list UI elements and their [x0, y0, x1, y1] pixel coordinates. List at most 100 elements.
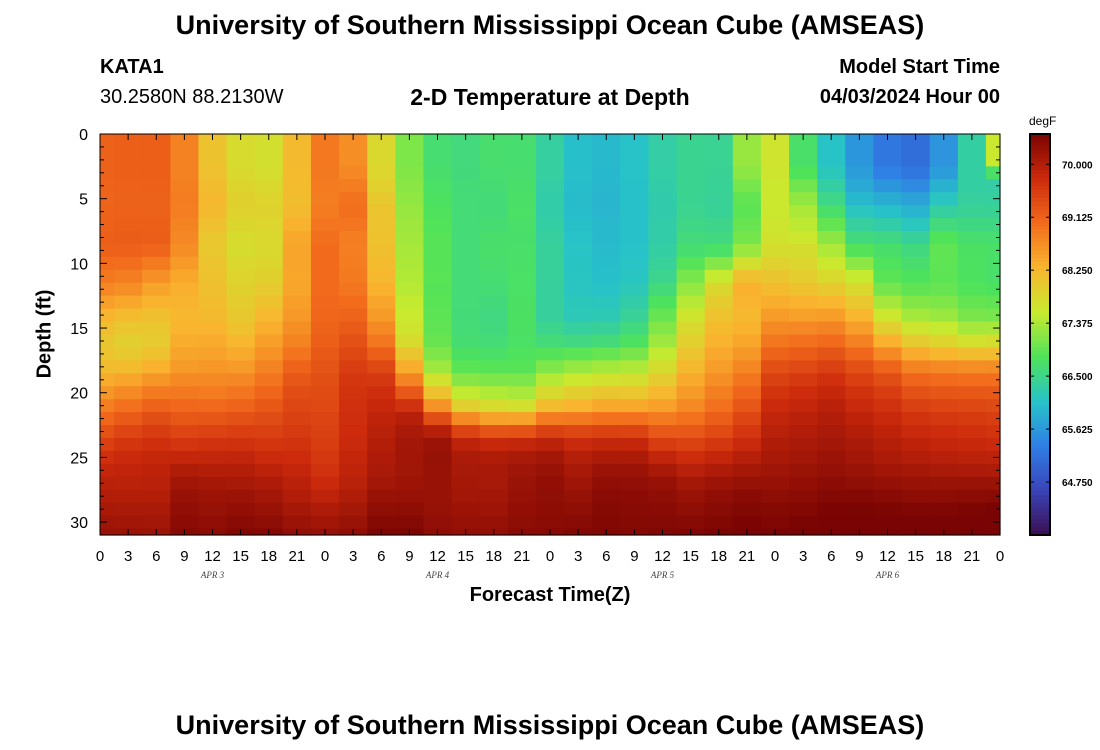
heatmap-cell	[732, 166, 762, 180]
colorbar-segment	[1030, 474, 1050, 480]
heatmap-cell	[423, 282, 453, 297]
heatmap-cell	[620, 399, 650, 413]
x-tick-label: 3	[574, 548, 582, 565]
heatmap-cell	[226, 205, 256, 219]
heatmap-cell	[310, 347, 340, 361]
heatmap-cell	[760, 308, 790, 323]
heatmap-cell	[451, 386, 481, 400]
heatmap-cell	[226, 192, 256, 206]
heatmap-cell	[789, 153, 818, 167]
heatmap-cell	[226, 243, 256, 258]
heatmap-cell	[507, 425, 537, 439]
heatmap-cell	[282, 192, 312, 206]
heatmap-cell	[564, 334, 593, 349]
heatmap-cell	[648, 179, 678, 193]
heatmap-cell	[395, 179, 425, 193]
heatmap-cell	[789, 256, 818, 271]
heatmap-cell	[100, 450, 115, 465]
heatmap-cell	[507, 205, 537, 219]
heatmap-cell	[564, 437, 593, 452]
heatmap-cell	[254, 243, 284, 258]
colorbar-segment	[1030, 498, 1050, 504]
heatmap-cell	[451, 425, 481, 439]
colorbar-segment	[1030, 174, 1050, 179]
heatmap-cell	[310, 425, 340, 439]
heatmap-cell	[535, 450, 565, 465]
heatmap-cell	[451, 450, 481, 465]
heatmap-cell	[451, 347, 481, 361]
heatmap-cell	[957, 360, 987, 374]
heatmap-cell	[142, 476, 171, 491]
heatmap-cell	[367, 218, 396, 232]
y-tick-label: 25	[70, 450, 88, 467]
heatmap-cell	[254, 386, 284, 400]
heatmap-cell	[704, 463, 734, 478]
heatmap-cell	[648, 140, 678, 155]
heatmap-cell	[479, 463, 509, 478]
heatmap-cell	[226, 140, 256, 155]
colorbar-segment	[1030, 518, 1050, 524]
heatmap-cell	[170, 256, 200, 271]
heatmap-cell	[648, 205, 678, 219]
heatmap-cell	[367, 360, 396, 374]
heatmap-cell	[732, 347, 762, 361]
heatmap-cell	[901, 399, 931, 413]
heatmap-cell	[564, 425, 593, 439]
heatmap-cell	[226, 373, 256, 387]
heatmap-cell	[254, 205, 284, 219]
heatmap-cell	[479, 373, 509, 387]
colorbar-segment	[1030, 246, 1050, 251]
heatmap-cell	[310, 399, 340, 413]
heatmap-cell	[339, 373, 368, 387]
heatmap-cell	[760, 140, 790, 155]
heatmap-cell	[100, 425, 115, 439]
heatmap-cell	[592, 205, 621, 219]
heatmap-cell	[479, 334, 509, 349]
heatmap-cell	[282, 437, 312, 452]
heatmap-cell	[817, 243, 846, 258]
heatmap-cell	[592, 489, 621, 504]
heatmap-cell	[901, 192, 931, 206]
heatmap-cell	[901, 295, 931, 310]
colorbar-segment	[1030, 366, 1050, 372]
heatmap-cell	[170, 192, 200, 206]
heatmap-cell	[282, 347, 312, 361]
colorbar-segment	[1030, 522, 1050, 528]
heatmap-cell	[310, 489, 340, 504]
heatmap-cell	[620, 269, 650, 284]
x-tick-label: 12	[879, 548, 896, 565]
heatmap-cell	[929, 515, 959, 530]
heatmap-cell	[845, 192, 875, 206]
heatmap-cell	[929, 205, 959, 219]
heatmap-cell	[395, 218, 425, 232]
colorbar-tick-label: 65.625	[1062, 425, 1093, 436]
heatmap-cell	[620, 140, 650, 155]
heatmap-cell	[310, 450, 340, 465]
heatmap-cell	[339, 489, 368, 504]
x-tick-label: 3	[124, 548, 132, 565]
heatmap-cell	[282, 231, 312, 245]
colorbar-segment	[1030, 490, 1050, 496]
heatmap-cell	[760, 282, 790, 297]
heatmap-cell	[423, 321, 453, 336]
heatmap-cell	[732, 463, 762, 478]
heatmap-cell	[535, 308, 565, 323]
heatmap-cell	[198, 282, 228, 297]
heatmap-cell	[789, 476, 818, 491]
heatmap-cell	[564, 166, 593, 180]
heatmap-cell	[395, 321, 425, 336]
heatmap-cell	[507, 140, 537, 155]
heatmap-cell	[845, 515, 875, 530]
heatmap-cell	[395, 360, 425, 374]
heatmap-cell	[648, 373, 678, 387]
heatmap-cell	[310, 269, 340, 284]
heatmap-cell	[114, 489, 143, 504]
y-tick-label: 20	[70, 386, 88, 403]
heatmap-cell	[845, 412, 875, 426]
colorbar-segment	[1030, 486, 1050, 492]
colorbar-segment	[1030, 154, 1050, 159]
heatmap-cell	[142, 450, 171, 465]
heatmap-cell	[901, 463, 931, 478]
heatmap-cell	[114, 463, 143, 478]
heatmap-cell	[367, 231, 396, 245]
